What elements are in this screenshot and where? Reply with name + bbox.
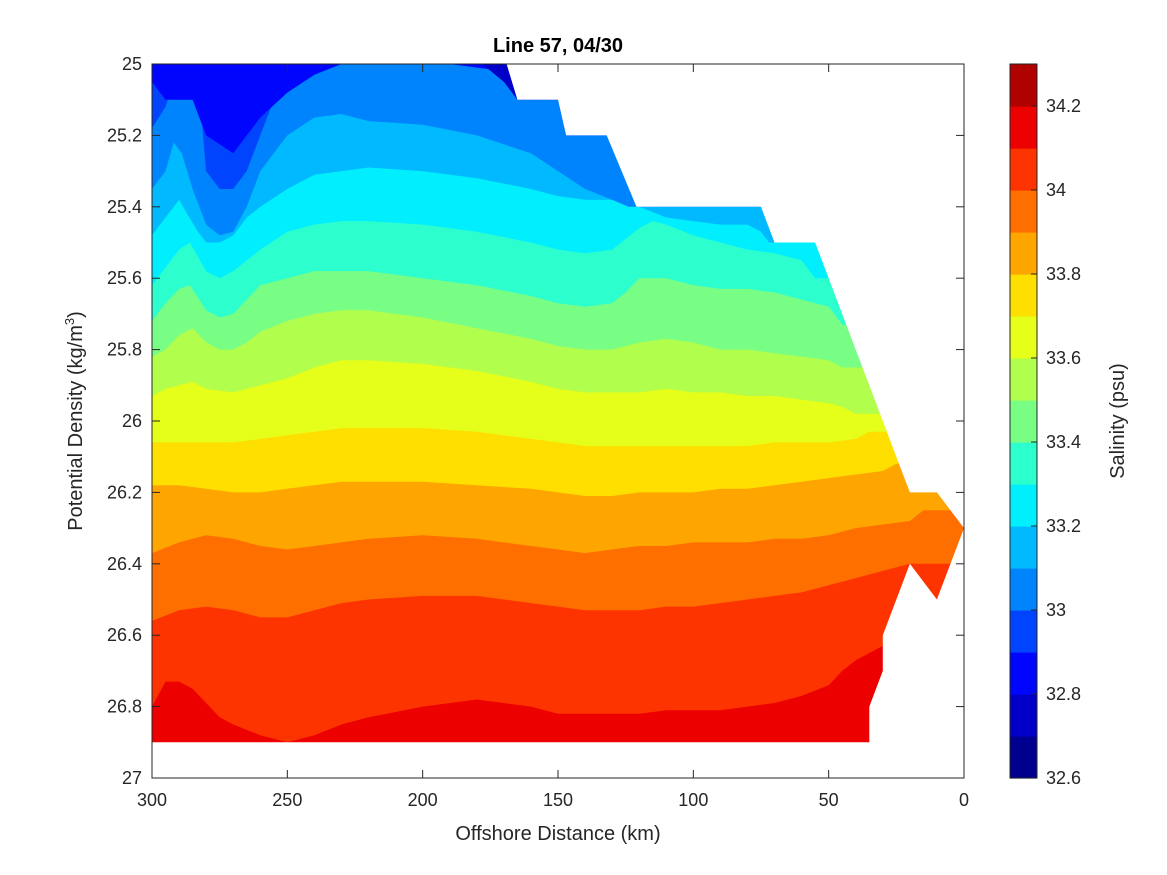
- x-tick-label: 250: [272, 790, 302, 810]
- y-axis-label-superscript: 3: [62, 318, 77, 325]
- colorbar-segment: [1010, 736, 1037, 779]
- x-axis-label: Offshore Distance (km): [455, 823, 660, 845]
- y-tick-label: 27: [122, 768, 142, 788]
- colorbar-segment: [1010, 568, 1037, 611]
- colorbar-segment: [1010, 400, 1037, 443]
- colorbar: 32.6 32.8 33 33.2 33.4 33.6 33.8 34 34.2: [1009, 63, 1081, 788]
- y-tick-label: 26: [122, 411, 142, 431]
- colorbar-segment: [1010, 610, 1037, 653]
- y-tick-label: 25.6: [107, 268, 142, 288]
- colorbar-segment: [1010, 64, 1037, 107]
- y-tick-label: 26.2: [107, 482, 142, 502]
- colorbar-segment: [1010, 358, 1037, 401]
- x-tick-label: 200: [408, 790, 438, 810]
- y-tick-label: 25.2: [107, 125, 142, 145]
- colorbar-label: Salinity (psu): [1107, 363, 1129, 479]
- colorbar-tick-label: 33.8: [1046, 264, 1081, 284]
- colorbar-segment: [1010, 526, 1037, 569]
- colorbar-segment: [1010, 190, 1037, 233]
- x-axis: 300 250 200 150 100 50 0: [137, 64, 969, 810]
- colorbar-segment: [1010, 442, 1037, 485]
- colorbar-segment: [1010, 148, 1037, 191]
- lower-blank-region: [152, 528, 964, 778]
- colorbar-segment: [1010, 106, 1037, 149]
- colorbar-tick-label: 33.4: [1046, 432, 1081, 452]
- y-tick-label: 26.4: [107, 554, 142, 574]
- y-axis-label-tail: ): [65, 311, 87, 318]
- colorbar-tick-label: 33.6: [1046, 348, 1081, 368]
- x-tick-label: 0: [959, 790, 969, 810]
- y-tick-label: 25.4: [107, 197, 142, 217]
- y-tick-label: 26.8: [107, 697, 142, 717]
- colorbar-tick-label: 34: [1046, 180, 1066, 200]
- x-tick-label: 300: [137, 790, 167, 810]
- y-tick-label: 25.8: [107, 340, 142, 360]
- colorbar-frame: [1009, 63, 1038, 779]
- x-tick-label: 50: [819, 790, 839, 810]
- x-tick-label: 150: [543, 790, 573, 810]
- colorbar-segment: [1010, 694, 1037, 737]
- no-data-mask: [152, 64, 964, 778]
- colorbar-segment: [1010, 652, 1037, 695]
- colorbar-tick-label: 34.2: [1046, 96, 1081, 116]
- chart-title: Line 57, 04/30: [493, 35, 623, 57]
- y-tick-label: 26.6: [107, 625, 142, 645]
- colorbar-segment: [1010, 484, 1037, 527]
- y-tick-label: 25: [122, 54, 142, 74]
- x-tick-label: 100: [678, 790, 708, 810]
- y-axis: 25 25.2 25.4 25.6 25.8 26 26.2 26.4 26.6 26.8 27: [107, 54, 964, 788]
- colorbar-segment: [1010, 232, 1037, 275]
- y-axis-label: Potential Density (kg/m3): [62, 311, 87, 531]
- colorbar-tick-label: 32.6: [1046, 768, 1081, 788]
- colorbar-tick-label: 33: [1046, 600, 1066, 620]
- colorbar-segment: [1010, 274, 1037, 317]
- colorbar-segment: [1010, 316, 1037, 359]
- upper-blank-region: [152, 64, 964, 529]
- colorbar-tick-label: 33.2: [1046, 516, 1081, 536]
- colorbar-tick-label: 32.8: [1046, 684, 1081, 704]
- y-axis-label-main: Potential Density (kg/m: [65, 325, 87, 531]
